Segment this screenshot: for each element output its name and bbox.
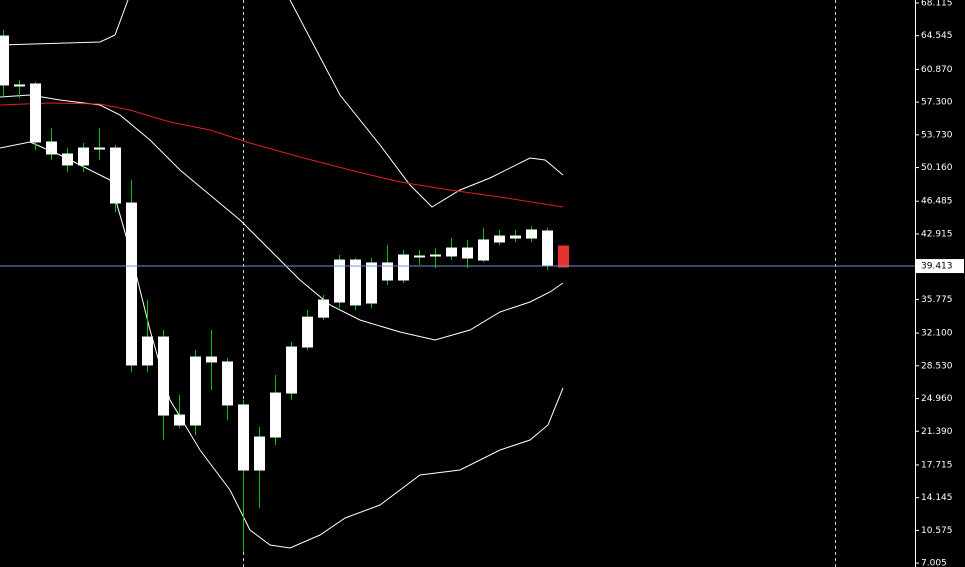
candle-body <box>0 35 9 86</box>
candle-body <box>270 392 281 438</box>
candle-body <box>14 84 25 87</box>
candle-body <box>174 414 185 426</box>
y-tick-label: 53.730 <box>921 130 953 140</box>
y-tick-label: 14.145 <box>921 493 953 503</box>
candle-body <box>254 436 265 471</box>
candle-body <box>526 229 537 239</box>
candle-body <box>286 346 297 394</box>
candle-body <box>318 299 329 318</box>
y-tick-label: 64.545 <box>921 31 953 41</box>
candle-body <box>462 247 473 259</box>
indicator-line <box>0 94 564 341</box>
candle-body <box>494 235 505 243</box>
candle-body <box>110 147 121 204</box>
candle-body <box>398 254 409 281</box>
candle-body <box>558 245 569 268</box>
candle-body <box>542 230 553 266</box>
indicator-line <box>0 0 564 208</box>
indicator-line <box>0 102 564 208</box>
candle-body <box>142 336 153 366</box>
candle-body <box>302 316 313 348</box>
candle-body <box>222 361 233 406</box>
candle-body <box>430 254 441 257</box>
y-tick-label: 10.575 <box>921 526 953 536</box>
candle-body <box>510 235 521 239</box>
candle-body <box>62 153 73 166</box>
candle-body <box>238 404 249 471</box>
candle-body <box>334 259 345 303</box>
y-tick-label: 7.005 <box>921 559 947 567</box>
y-tick-label: 46.485 <box>921 197 953 207</box>
candle-body <box>446 247 457 257</box>
indicator-line <box>0 141 564 549</box>
current-price-box <box>916 259 964 274</box>
candle-body <box>414 255 425 258</box>
candle-body <box>158 336 169 416</box>
y-tick-label: 28.530 <box>921 361 953 371</box>
y-tick-label: 21.390 <box>921 427 953 437</box>
y-tick-label: 68.115 <box>921 0 953 8</box>
y-tick-label: 57.300 <box>921 98 953 108</box>
y-tick-label: 35.775 <box>921 295 953 305</box>
candle-body <box>190 356 201 426</box>
candle-body <box>126 202 137 366</box>
y-tick-label: 17.715 <box>921 460 953 470</box>
y-tick-label: 24.960 <box>921 394 953 404</box>
candle-body <box>46 141 57 155</box>
y-tick-label: 32.100 <box>921 329 953 339</box>
candle-body <box>366 262 377 304</box>
candle-body <box>78 147 89 166</box>
candle-body <box>478 239 489 261</box>
y-tick-label: 60.870 <box>921 65 953 75</box>
candle-body <box>206 356 217 363</box>
candle-body <box>350 259 361 306</box>
y-tick-label: 42.915 <box>921 229 953 239</box>
candle-body <box>30 83 41 143</box>
candle-body <box>382 262 393 281</box>
y-tick-label: 50.160 <box>921 163 953 173</box>
current-price-label: 39.413 <box>921 262 953 272</box>
candle-body <box>94 147 105 150</box>
